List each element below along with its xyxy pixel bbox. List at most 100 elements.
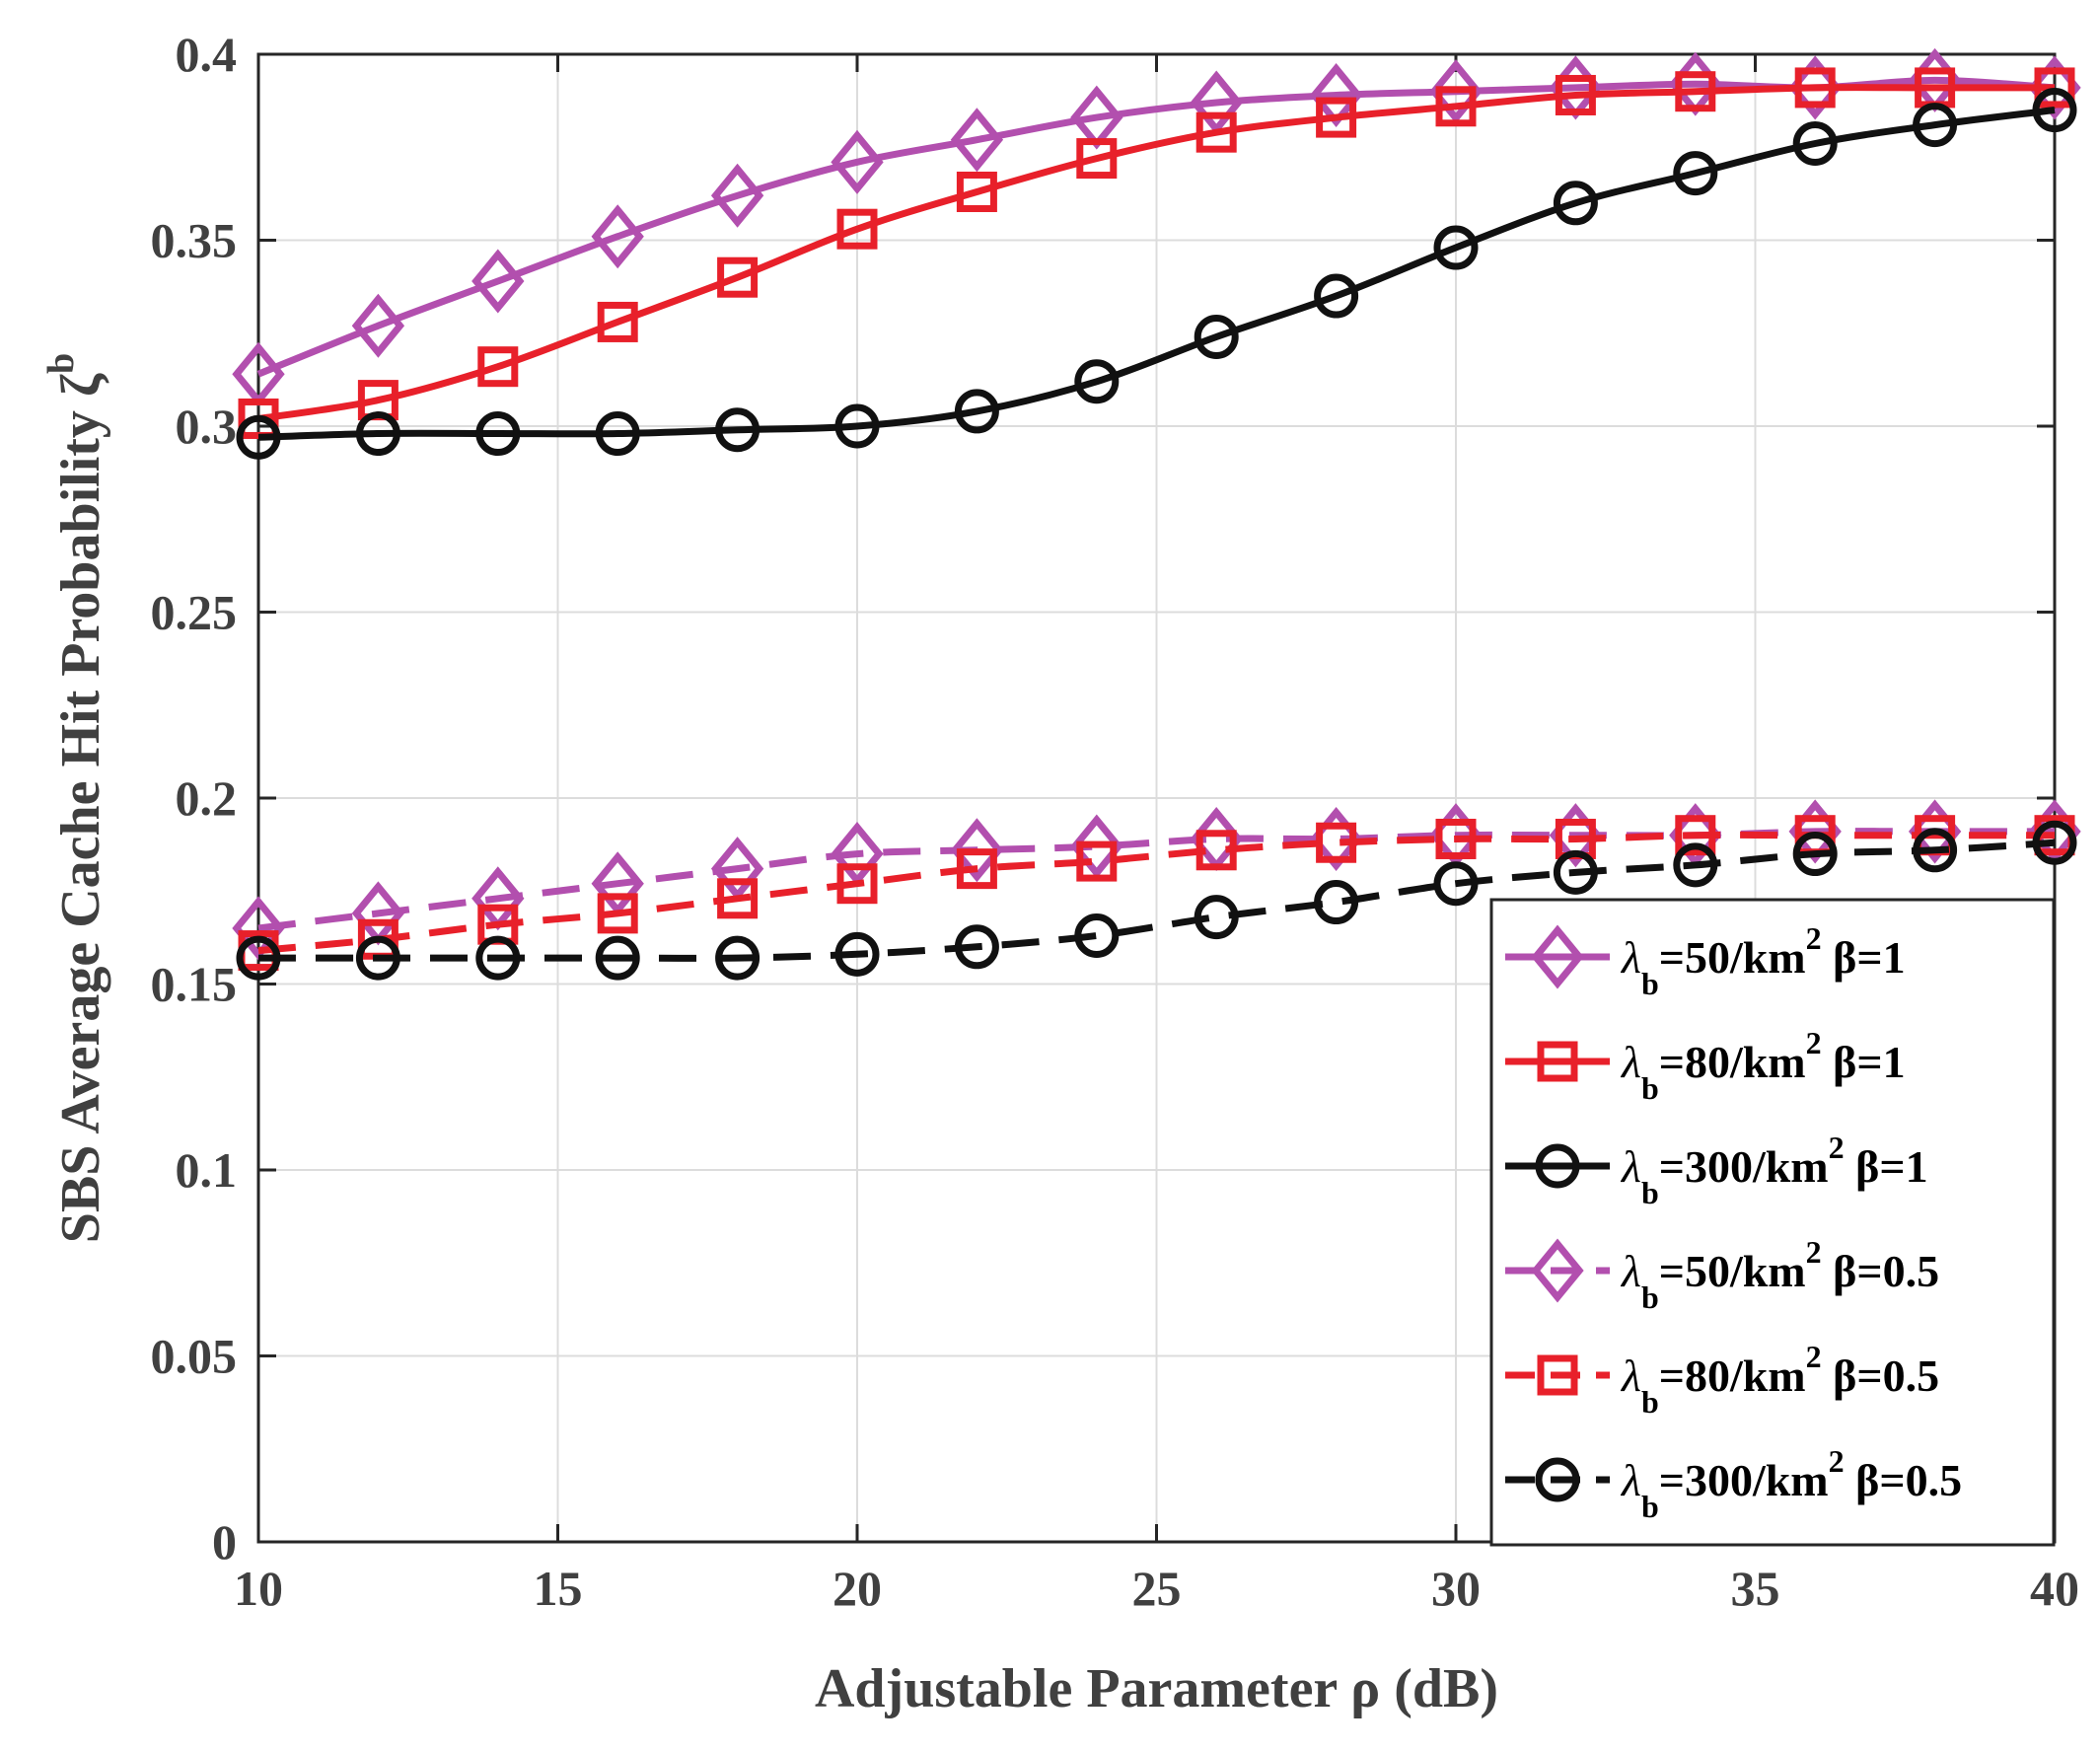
legend-beta: β=0.5 — [1822, 1350, 1939, 1401]
legend-superscript: 2 — [1806, 1339, 1822, 1374]
axis-titles: Adjustable Parameter ρ (dB) SBS Average C… — [40, 353, 1498, 1719]
x-tick-label: 20 — [833, 1561, 882, 1616]
legend-swatch-marker — [1535, 1457, 1580, 1502]
legend-subscript: b — [1641, 1070, 1659, 1106]
series-3-point — [1673, 151, 1718, 196]
legend-beta: β=1 — [1845, 1141, 1928, 1192]
x-tick-label: 15 — [534, 1561, 583, 1616]
x-tick-label: 40 — [2030, 1561, 2079, 1616]
series-3-point — [1074, 359, 1120, 404]
legend-lambda: λ — [1620, 1455, 1641, 1505]
legend-box — [1489, 898, 2056, 1547]
series-6-point — [1074, 912, 1120, 958]
legend-label: λb=50/km2 β=0.5 — [1620, 1234, 1939, 1315]
legend-subscript: b — [1641, 1384, 1659, 1420]
series-4-point — [1070, 814, 1123, 879]
series-6-point — [1433, 861, 1479, 907]
series-6-line — [258, 839, 2056, 962]
legend-density: =300/km — [1659, 1141, 1829, 1192]
series-6-point — [595, 935, 640, 981]
legend-lambda: λ — [1620, 1246, 1641, 1296]
legend: λb=50/km2 β=1λb=80/km2 β=1λb=300/km2 β=1… — [1489, 898, 2056, 1547]
y-axis-title: SBS Average Cache Hit Probability ζb — [40, 353, 111, 1243]
series-1-point — [1309, 62, 1363, 127]
series-2-line — [257, 84, 2055, 422]
y-tick-label: 0.05 — [151, 1329, 238, 1384]
series-6-point — [1792, 832, 1838, 877]
legend-density: =80/km — [1659, 1037, 1806, 1087]
y-tick-label: 0.35 — [151, 213, 238, 268]
series-2-point — [1195, 111, 1237, 153]
legend-subscript: b — [1641, 1175, 1659, 1210]
series-3-point — [595, 411, 640, 457]
legend-lambda: λ — [1620, 932, 1641, 983]
legend-beta: β=0.5 — [1845, 1455, 1962, 1505]
y-tick-label: 0.2 — [176, 770, 238, 826]
series-6-point — [954, 924, 999, 970]
series-3-point — [1913, 103, 1958, 148]
y-tick-label: 0.25 — [151, 585, 238, 640]
legend-superscript: 2 — [1829, 1443, 1845, 1479]
legend-swatch-marker — [1531, 924, 1584, 989]
y-tick-label: 0 — [212, 1514, 237, 1570]
series-6-point — [1673, 842, 1718, 888]
series-3-point — [2032, 88, 2077, 133]
series-1-point — [351, 293, 405, 358]
series-3-point — [834, 403, 880, 449]
series-2-point — [956, 171, 997, 212]
series-1-point — [710, 163, 764, 228]
y-tick-label: 0.15 — [151, 957, 238, 1012]
series-5-line — [257, 831, 2055, 955]
series-6-point — [1553, 849, 1598, 895]
series-5-point — [1076, 840, 1118, 882]
legend-lambda: λ — [1620, 1141, 1641, 1192]
series-3-point — [1314, 273, 1359, 319]
series-3-point — [355, 411, 400, 457]
series-5-point — [1675, 815, 1716, 856]
x-tick-label: 30 — [1431, 1561, 1481, 1616]
legend-superscript: 2 — [1806, 920, 1822, 956]
series-1-point — [1429, 59, 1483, 124]
series-2-point — [1794, 67, 1836, 109]
legend-lambda: λ — [1620, 1350, 1641, 1401]
series-3 — [236, 88, 2077, 460]
series-6-point — [1194, 895, 1239, 940]
legend-subscript: b — [1641, 1489, 1659, 1524]
legend-lambda: λ — [1620, 1037, 1641, 1087]
legend-swatch-marker — [1537, 1354, 1578, 1396]
series-3-point — [1553, 181, 1598, 226]
series-5-point — [1316, 822, 1357, 863]
series-2-point — [1316, 97, 1357, 138]
legend-subscript: b — [1641, 1279, 1659, 1315]
series-5-point — [1435, 818, 1477, 859]
legend-beta: β=1 — [1822, 1037, 1906, 1087]
series-2-point — [836, 208, 878, 250]
series-6-point — [236, 935, 281, 981]
legend-swatch-marker — [1535, 1143, 1580, 1189]
series-5-point — [1195, 830, 1237, 871]
series-3-point — [1792, 120, 1838, 166]
legend-entry-5: λb=80/km2 β=0.5 — [1505, 1339, 1939, 1420]
legend-label: λb=300/km2 β=0.5 — [1620, 1443, 1962, 1524]
series-3-point — [236, 414, 281, 460]
series-3-point — [1194, 315, 1239, 360]
series-2-point — [1555, 74, 1596, 115]
legend-entry-1: λb=50/km2 β=1 — [1505, 920, 1906, 1001]
series-layer — [232, 47, 2081, 981]
legend-superscript: 2 — [1829, 1130, 1845, 1165]
series-5-point — [717, 878, 759, 919]
legend-beta: β=1 — [1822, 932, 1906, 983]
series-3-point — [1433, 225, 1479, 270]
series-2-point — [1076, 138, 1118, 180]
series-6 — [236, 820, 2077, 981]
series-3-line — [257, 107, 2056, 441]
series-4-point — [950, 818, 1004, 883]
series-6-point — [1913, 828, 1958, 873]
series-2-point — [1435, 86, 1477, 127]
y-axis-title-text: SBS Average Cache Hit Probability ζ — [50, 373, 111, 1243]
legend-superscript: 2 — [1806, 1025, 1822, 1060]
series-5-point — [956, 848, 997, 890]
series-1-point — [591, 204, 644, 269]
y-tick-label: 0.1 — [176, 1142, 238, 1198]
